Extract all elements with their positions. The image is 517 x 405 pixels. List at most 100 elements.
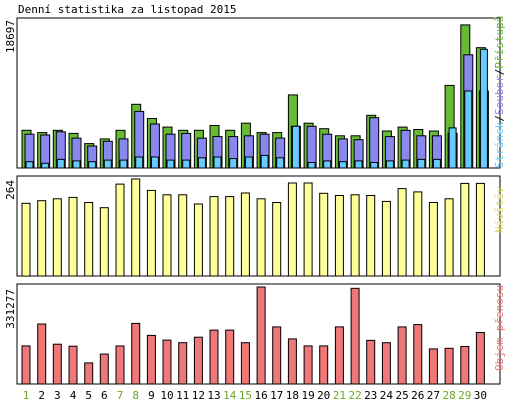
bar-visits-day-19	[303, 182, 313, 277]
chart-title: Denní statistika za listopad 2015	[18, 3, 237, 16]
bar-visits-day-17	[272, 202, 282, 277]
bar-visits-day-4	[68, 196, 78, 277]
bar-pages-day-1	[25, 161, 34, 169]
bar-pages-day-30	[479, 48, 488, 169]
bar-kbytes-day-6	[99, 353, 109, 385]
bar-kbytes-day-2	[37, 323, 47, 385]
bar-pages-day-7	[119, 159, 128, 169]
bar-kbytes-day-29	[460, 346, 470, 385]
bottom-ymax-label: 331277	[4, 289, 17, 329]
bar-visits-day-2	[37, 200, 47, 277]
bar-pages-day-16	[260, 154, 269, 169]
bar-pages-day-9	[150, 156, 159, 169]
bar-visits-day-13	[209, 196, 219, 277]
bar-pages-day-2	[41, 162, 50, 169]
bar-visits-day-9	[146, 189, 156, 277]
bar-pages-day-22	[354, 160, 363, 169]
bar-pages-day-25	[401, 159, 410, 169]
x-tick-day-16: 16	[254, 389, 267, 402]
bar-visits-day-6	[99, 207, 109, 277]
bar-kbytes-day-28	[444, 347, 454, 385]
bar-visits-day-24	[381, 200, 391, 277]
x-tick-day-6: 6	[101, 389, 108, 402]
bar-kbytes-day-4	[68, 345, 78, 385]
bar-kbytes-day-27	[428, 348, 438, 385]
x-tick-day-27: 27	[427, 389, 440, 402]
bar-visits-day-30	[475, 182, 485, 277]
legend-pages: Stránek	[493, 121, 506, 168]
bar-pages-day-13	[213, 156, 222, 169]
bar-pages-day-11	[182, 159, 191, 169]
legend-sep-2: /	[493, 69, 506, 76]
bottom-legend: Objem přenosu	[493, 285, 506, 371]
bar-kbytes-day-8	[131, 322, 141, 385]
bar-visits-day-25	[397, 188, 407, 277]
bar-pages-day-29	[464, 90, 473, 169]
bar-visits-day-3	[52, 198, 62, 277]
bar-pages-day-26	[417, 158, 426, 169]
bar-pages-day-23	[370, 162, 379, 169]
bar-visits-day-28	[444, 198, 454, 277]
bar-visits-day-18	[287, 182, 297, 277]
bar-visits-day-20	[319, 192, 329, 277]
bar-pages-day-8	[135, 156, 144, 169]
bar-visits-day-7	[115, 183, 125, 277]
bar-visits-day-22	[350, 194, 360, 277]
bar-kbytes-day-26	[413, 324, 423, 385]
x-tick-day-4: 4	[70, 389, 77, 402]
bar-files-day-19	[306, 125, 317, 169]
bars-layer	[21, 24, 489, 385]
bar-kbytes-day-18	[287, 338, 297, 385]
x-tick-day-11: 11	[176, 389, 189, 402]
x-tick-day-15: 15	[239, 389, 252, 402]
bar-visits-day-11	[178, 194, 188, 277]
bar-kbytes-day-11	[178, 342, 188, 385]
bar-kbytes-day-13	[209, 329, 219, 385]
x-tick-day-30: 30	[474, 389, 487, 402]
bar-pages-day-5	[88, 161, 97, 169]
bar-kbytes-day-9	[146, 334, 156, 385]
x-tick-day-29: 29	[458, 389, 471, 402]
bar-pages-day-19	[307, 162, 316, 169]
bar-pages-day-24	[385, 160, 394, 169]
x-tick-day-19: 19	[301, 389, 314, 402]
bar-kbytes-day-3	[52, 343, 62, 385]
x-tick-day-5: 5	[85, 389, 92, 402]
bar-visits-day-14	[225, 196, 235, 277]
top-legend: Stránek/Soubor/Přístupů	[493, 16, 506, 168]
x-tick-day-23: 23	[364, 389, 377, 402]
bar-pages-day-18	[291, 125, 300, 169]
legend-hits: Přístupů	[493, 16, 506, 69]
bar-pages-day-27	[432, 158, 441, 169]
top-ymax-label: 18697	[4, 20, 17, 53]
bar-visits-day-16	[256, 198, 266, 277]
bar-kbytes-day-16	[256, 286, 266, 385]
bar-visits-day-5	[84, 202, 94, 277]
bar-pages-day-14	[229, 158, 238, 169]
bar-kbytes-day-20	[319, 345, 329, 385]
x-tick-day-28: 28	[442, 389, 455, 402]
bar-pages-day-12	[197, 157, 206, 169]
bar-kbytes-day-12	[193, 336, 203, 385]
x-axis-labels: 1 2 3 4 5 6 7 8 9 10 11 12 13 14 15 16 17 18 19 20 21 22 23 24 2…	[23, 389, 487, 402]
x-tick-day-20: 20	[317, 389, 330, 402]
bar-kbytes-day-10	[162, 339, 172, 385]
bar-kbytes-day-21	[334, 326, 344, 385]
bar-kbytes-day-5	[84, 362, 94, 385]
x-tick-day-1: 1	[23, 389, 30, 402]
x-tick-day-18: 18	[286, 389, 299, 402]
x-tick-day-24: 24	[380, 389, 394, 402]
bar-visits-day-8	[131, 178, 141, 277]
x-tick-day-13: 13	[207, 389, 220, 402]
bar-files-day-23	[369, 117, 380, 169]
x-tick-day-26: 26	[411, 389, 424, 402]
bar-pages-day-28	[448, 127, 457, 169]
bar-kbytes-day-25	[397, 326, 407, 385]
x-tick-day-2: 2	[38, 389, 45, 402]
bar-visits-day-15	[240, 192, 250, 277]
bar-kbytes-day-1	[21, 345, 31, 385]
bar-pages-day-15	[244, 156, 253, 169]
x-tick-day-12: 12	[192, 389, 205, 402]
bar-kbytes-day-22	[350, 287, 360, 385]
